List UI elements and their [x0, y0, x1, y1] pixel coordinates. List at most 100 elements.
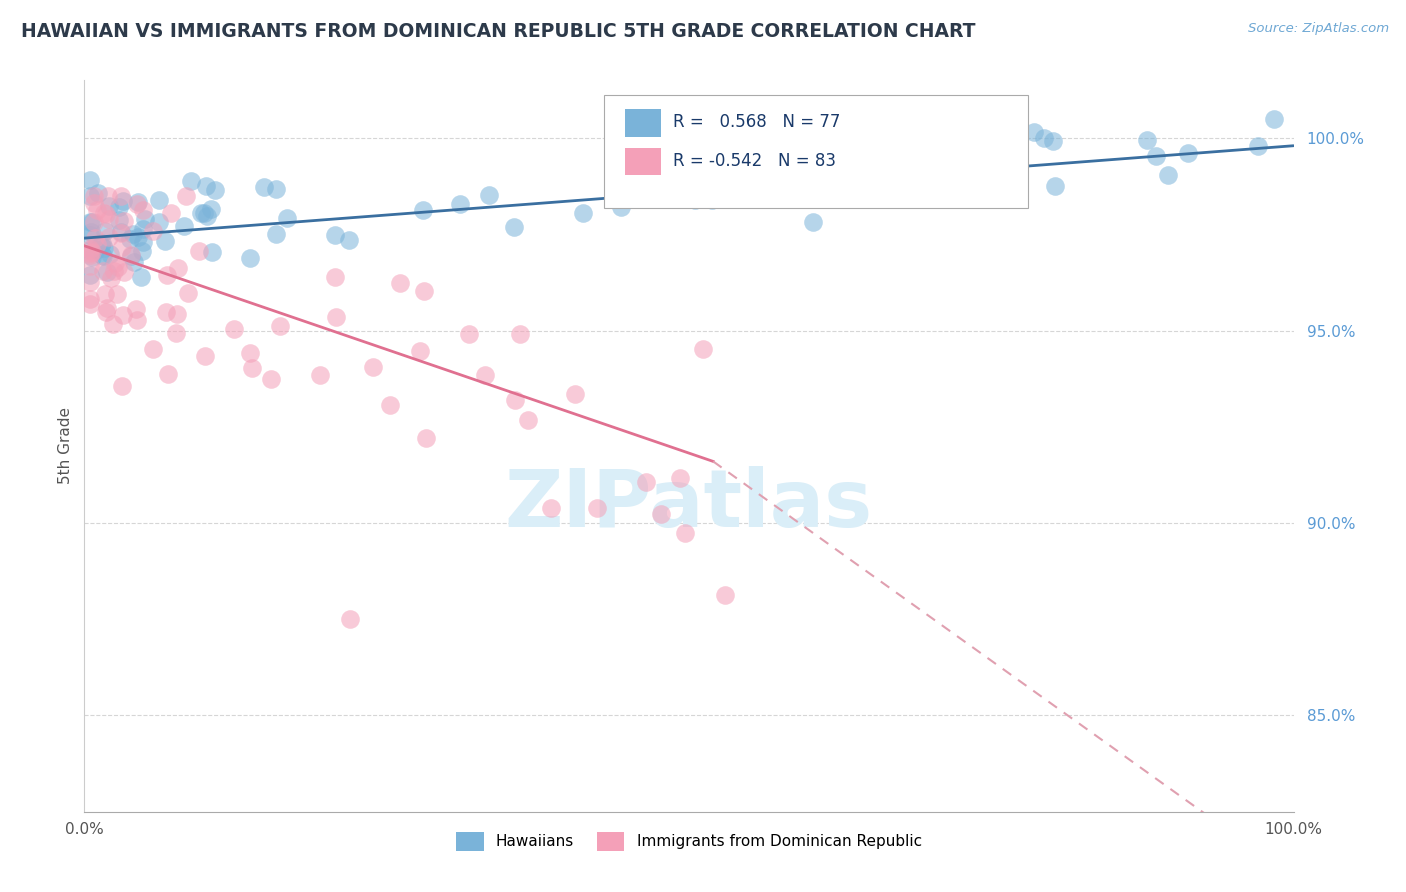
- Point: [240, 360, 263, 375]
- Point: [98, 247, 121, 261]
- Point: [700, 193, 723, 207]
- Point: [118, 232, 141, 246]
- Point: [323, 227, 346, 242]
- Point: [201, 245, 224, 260]
- Point: [90, 247, 112, 261]
- Point: [86, 203, 108, 218]
- Point: [98, 212, 121, 227]
- Point: [112, 308, 135, 322]
- Point: [110, 225, 132, 239]
- Point: [90, 236, 112, 251]
- Point: [361, 359, 384, 374]
- Point: [148, 215, 170, 229]
- Point: [309, 368, 332, 382]
- Point: [107, 200, 129, 214]
- Point: [1247, 139, 1270, 153]
- Point: [79, 259, 101, 273]
- Point: [783, 169, 806, 183]
- Point: [79, 292, 101, 306]
- Point: [415, 432, 437, 446]
- Point: [325, 310, 347, 324]
- Point: [1157, 168, 1180, 182]
- Point: [1263, 112, 1285, 126]
- Y-axis label: 5th Grade: 5th Grade: [58, 408, 73, 484]
- Point: [125, 196, 148, 211]
- Point: [160, 206, 183, 220]
- Point: [571, 206, 593, 220]
- Point: [339, 612, 361, 626]
- Point: [93, 241, 115, 255]
- Point: [803, 215, 825, 229]
- Point: [239, 251, 262, 265]
- Point: [111, 379, 134, 393]
- Point: [564, 387, 586, 401]
- Point: [260, 372, 283, 386]
- Point: [610, 201, 633, 215]
- Point: [127, 194, 149, 209]
- Point: [669, 471, 692, 485]
- Point: [1177, 145, 1199, 160]
- Point: [83, 215, 105, 229]
- Point: [174, 188, 197, 202]
- Point: [142, 342, 165, 356]
- Point: [673, 526, 696, 541]
- Point: [90, 237, 112, 252]
- Point: [105, 286, 128, 301]
- Point: [540, 501, 562, 516]
- Point: [80, 225, 103, 239]
- Point: [195, 179, 218, 194]
- Point: [131, 222, 153, 236]
- Point: [111, 240, 134, 254]
- Point: [264, 227, 287, 241]
- Point: [516, 413, 538, 427]
- Point: [1024, 125, 1046, 139]
- Point: [93, 206, 115, 220]
- FancyBboxPatch shape: [605, 95, 1028, 209]
- Point: [166, 261, 188, 276]
- Point: [458, 326, 481, 341]
- Point: [111, 194, 134, 209]
- Point: [155, 234, 177, 248]
- Point: [97, 188, 120, 202]
- Point: [79, 268, 101, 282]
- Text: HAWAIIAN VS IMMIGRANTS FROM DOMINICAN REPUBLIC 5TH GRADE CORRELATION CHART: HAWAIIAN VS IMMIGRANTS FROM DOMINICAN RE…: [21, 22, 976, 41]
- Point: [142, 224, 165, 238]
- Point: [107, 260, 129, 275]
- Point: [79, 242, 101, 256]
- Point: [80, 215, 103, 229]
- Point: [450, 196, 472, 211]
- Point: [107, 213, 129, 227]
- Point: [1045, 178, 1067, 193]
- Point: [112, 214, 135, 228]
- Point: [98, 229, 121, 244]
- Point: [337, 233, 360, 247]
- Point: [155, 305, 177, 319]
- Point: [120, 248, 142, 262]
- Point: [96, 265, 118, 279]
- Point: [79, 227, 101, 242]
- Point: [91, 249, 114, 263]
- Point: [79, 248, 101, 262]
- Point: [84, 243, 107, 257]
- Text: ZIPatlas: ZIPatlas: [505, 466, 873, 543]
- Point: [80, 250, 103, 264]
- Point: [477, 188, 499, 202]
- Point: [1033, 131, 1056, 145]
- Point: [79, 275, 101, 289]
- Point: [131, 244, 153, 258]
- Point: [269, 318, 291, 333]
- Point: [79, 246, 101, 260]
- Point: [104, 255, 127, 269]
- Point: [79, 173, 101, 187]
- Point: [79, 243, 101, 257]
- Point: [120, 249, 142, 263]
- Point: [1144, 149, 1167, 163]
- Point: [84, 231, 107, 245]
- Text: R = -0.542   N = 83: R = -0.542 N = 83: [673, 152, 837, 169]
- Point: [974, 181, 997, 195]
- Point: [683, 193, 706, 207]
- Point: [79, 297, 101, 311]
- Point: [112, 265, 135, 279]
- Point: [252, 180, 274, 194]
- Point: [165, 326, 187, 341]
